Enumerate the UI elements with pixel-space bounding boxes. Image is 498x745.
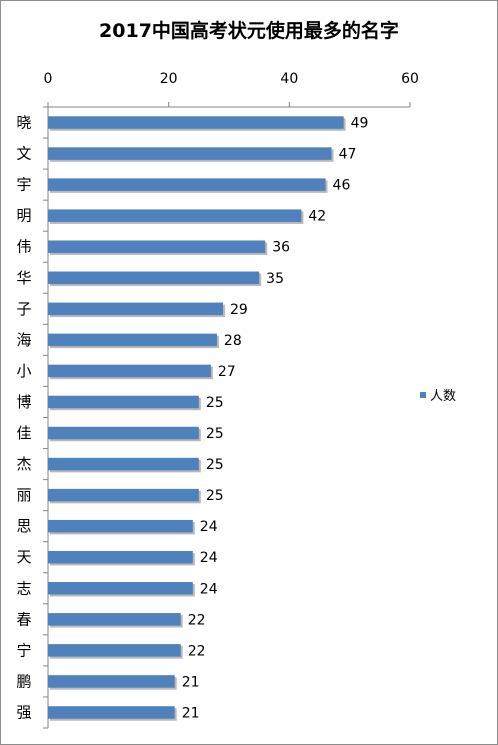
bar-value-label: 46	[333, 178, 351, 194]
bar	[48, 706, 175, 719]
bar-value-label: 25	[206, 457, 224, 473]
chart-legend: 人数	[420, 389, 456, 404]
bar	[48, 364, 211, 378]
bar-value-label: 25	[206, 488, 224, 504]
category-label: 伟	[16, 238, 31, 256]
category-label: 志	[16, 579, 31, 597]
value-tick-label: 40	[280, 71, 298, 87]
category-label: 博	[16, 393, 31, 411]
bar	[48, 333, 217, 347]
bar-value-label: 36	[272, 240, 290, 256]
category-label: 子	[16, 300, 31, 318]
category-label: 天	[16, 548, 31, 566]
bar	[48, 457, 199, 471]
bar-value-label: 21	[182, 705, 200, 721]
chart-title: 2017中国高考状元使用最多的名字	[99, 20, 399, 42]
bar-value-label: 25	[206, 426, 224, 442]
category-label: 文	[16, 145, 31, 163]
bar-value-label: 49	[351, 116, 369, 132]
category-label: 小	[16, 362, 31, 380]
category-label: 春	[16, 610, 31, 628]
bar-value-label: 27	[218, 364, 236, 380]
bar-value-label: 35	[266, 271, 284, 287]
category-label: 杰	[16, 455, 31, 473]
bar	[48, 116, 344, 129]
bar-value-label: 47	[339, 147, 357, 163]
category-label: 丽	[16, 486, 31, 504]
legend-label: 人数	[430, 389, 456, 404]
legend-swatch	[420, 392, 426, 398]
bar	[48, 613, 181, 626]
category-label: 佳	[16, 424, 31, 442]
category-label: 晓	[16, 114, 31, 132]
bar	[48, 488, 199, 502]
bar-value-label: 21	[182, 674, 200, 690]
bar	[48, 240, 266, 253]
bar	[48, 209, 302, 222]
value-tick-label: 0	[44, 71, 53, 87]
bar	[48, 147, 332, 160]
bar	[48, 426, 199, 440]
bar-value-label: 42	[308, 209, 326, 225]
bar-value-label: 24	[200, 550, 218, 566]
bar	[48, 395, 199, 409]
category-label: 鹏	[16, 672, 31, 690]
value-tick-label: 20	[160, 71, 178, 87]
bar	[48, 644, 181, 657]
bar	[48, 178, 326, 191]
chart-bars: 49 47 46 42 36 35 29 28 27 25 25 25 25 24 24 24 22 22 21 21	[48, 116, 369, 721]
bar	[48, 675, 175, 688]
category-label: 宇	[16, 176, 31, 194]
category-label: 思	[16, 517, 31, 535]
bar	[48, 582, 193, 595]
bar-value-label: 28	[224, 333, 242, 349]
bar-value-label: 25	[206, 395, 224, 411]
value-tick-label: 60	[401, 71, 419, 87]
bar-value-label: 29	[230, 302, 248, 318]
bar	[48, 271, 260, 285]
bar	[48, 550, 193, 564]
category-label: 宁	[16, 641, 31, 659]
bar-value-label: 22	[188, 612, 206, 628]
bar	[48, 302, 223, 316]
bar-value-label: 24	[200, 519, 218, 535]
category-label: 强	[16, 703, 31, 721]
bar	[48, 519, 193, 533]
bar-value-label: 22	[188, 643, 206, 659]
category-label: 海	[16, 331, 31, 349]
category-label: 华	[16, 269, 31, 287]
bar-value-label: 24	[200, 581, 218, 597]
category-label: 明	[16, 207, 31, 225]
